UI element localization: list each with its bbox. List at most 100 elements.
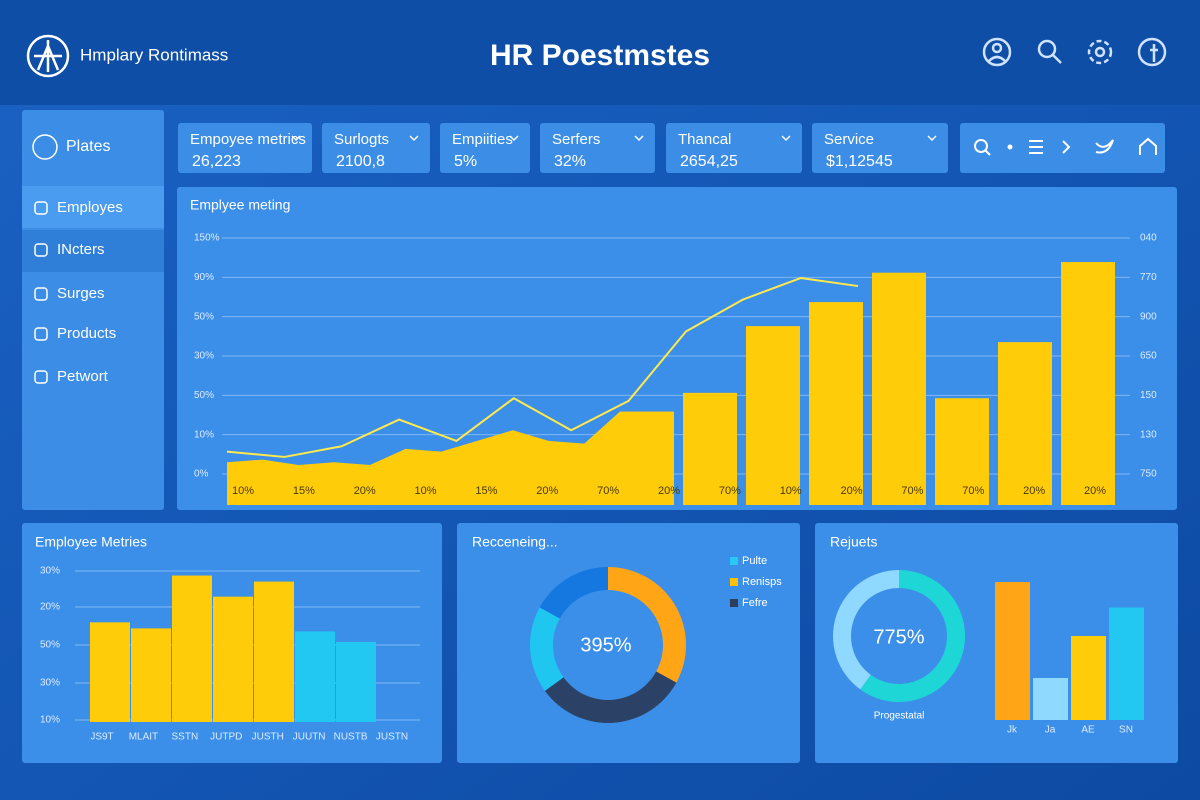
y2-axis-label: 770	[1140, 272, 1157, 283]
y-axis-label: 90%	[194, 272, 214, 283]
x-axis-label: Jk	[1007, 725, 1018, 736]
kpi-label: Empoyee metrics	[190, 131, 306, 148]
bar	[620, 411, 674, 505]
bar	[995, 582, 1030, 720]
nav-item[interactable]: Petwort	[34, 368, 109, 385]
x-axis-label: JUTPD	[210, 732, 242, 743]
toolbar-share[interactable]	[1095, 139, 1114, 154]
nav-item[interactable]: Products	[34, 325, 116, 342]
kpi-card[interactable]: Surlogts 2100,8	[322, 123, 430, 173]
dropdown-arrow	[927, 135, 937, 142]
nav-icon	[32, 134, 58, 160]
kpi-label: Serfers	[552, 131, 600, 148]
nav-highlight	[22, 186, 164, 228]
user-icon[interactable]	[982, 37, 1012, 67]
nav-label: Surges	[57, 285, 105, 302]
bar	[872, 272, 926, 505]
nav-icon	[34, 370, 48, 384]
data-label: 10%	[415, 485, 437, 497]
data-label: 10%	[780, 485, 802, 497]
kpi-card[interactable]: Empoyee metrics 26,223	[178, 123, 312, 173]
data-label: 15%	[293, 485, 315, 497]
kpi-card[interactable]: Thancal 2654,25	[666, 123, 802, 173]
kpi-box	[440, 123, 530, 173]
nav-item[interactable]: Plates	[32, 134, 110, 160]
nav-item[interactable]: INcters	[34, 241, 105, 258]
kpi-box	[178, 123, 312, 173]
chart-title: Emplyee meting	[190, 197, 290, 213]
data-label: 20%	[1023, 485, 1045, 497]
data-label: 70%	[962, 485, 984, 497]
x-axis-label: NUSTB	[334, 732, 368, 743]
y2-axis-label: 040	[1140, 233, 1157, 244]
kpi-box	[540, 123, 655, 173]
kpi-box	[666, 123, 802, 173]
x-axis-label: JS9T	[90, 732, 113, 743]
nav-label: INcters	[57, 241, 105, 258]
bar	[172, 575, 212, 722]
bar	[131, 628, 171, 722]
y2-axis-label: 650	[1140, 351, 1157, 362]
y-axis-label: 30%	[194, 351, 214, 362]
donut-center-label: 395%	[580, 634, 631, 656]
donut-segment	[530, 607, 564, 691]
kpi-box	[812, 123, 948, 173]
area	[227, 411, 620, 505]
donut-center-label: 775%	[873, 626, 924, 648]
y-axis-label: 10%	[40, 715, 60, 726]
bar	[295, 631, 335, 722]
toolbar-search[interactable]	[974, 139, 991, 156]
profile-icon[interactable]	[1137, 37, 1167, 67]
kpi-value: 5%	[454, 153, 477, 170]
kpi-label: Service	[824, 131, 874, 148]
legend-swatch	[730, 557, 738, 565]
y-axis-label: 20%	[40, 602, 60, 613]
kpi-card[interactable]: Service $1,12545	[812, 123, 948, 173]
page-title: HR Poestmstes	[490, 39, 710, 72]
kpi-card[interactable]: Serfers 32%	[540, 123, 655, 173]
data-label: 20%	[841, 485, 863, 497]
chart-title: Recceneing...	[472, 534, 558, 550]
bar	[213, 596, 253, 722]
data-label: 70%	[719, 485, 741, 497]
y-axis-label: 30%	[40, 566, 60, 577]
nav-item[interactable]: Surges	[34, 285, 105, 302]
kpi-value: 2654,25	[680, 153, 738, 170]
y-axis-label: 30%	[40, 678, 60, 689]
dropdown-arrow	[781, 135, 791, 142]
x-axis-label: JUSTN	[376, 732, 408, 743]
kpi-label: Empiities	[452, 131, 513, 148]
y-axis-label: 0%	[194, 469, 209, 480]
nav-item[interactable]: Employes	[34, 199, 123, 216]
brand: Hmplary Rontimass	[80, 45, 228, 64]
toolbar-next[interactable]	[1062, 140, 1071, 154]
data-label: 20%	[1084, 485, 1106, 497]
settings-icon[interactable]	[1087, 39, 1113, 65]
y-axis-label: 150%	[194, 233, 220, 244]
logo	[26, 34, 70, 78]
panel-middle	[457, 523, 800, 763]
y2-axis-label: 750	[1140, 469, 1157, 480]
nav-label: Plates	[66, 138, 110, 155]
data-label: 20%	[536, 485, 558, 497]
sidebar	[22, 110, 164, 510]
toolbar-dot[interactable]	[1007, 144, 1013, 150]
bar	[254, 581, 294, 722]
data-label: 20%	[354, 485, 376, 497]
toolbar-home[interactable]	[1139, 137, 1157, 155]
donut-caption: Progestatal	[874, 711, 925, 722]
kpi-card[interactable]: Empiities 5%	[440, 123, 530, 173]
x-axis-label: JUSTH	[252, 732, 284, 743]
kpi-value: $1,12545	[826, 153, 893, 170]
x-axis-label: JUUTN	[293, 732, 326, 743]
data-label: 70%	[597, 485, 619, 497]
toolbar-list[interactable]	[1029, 140, 1043, 154]
nav-icon	[34, 243, 48, 257]
search-icon[interactable]	[1037, 39, 1062, 64]
bar	[809, 302, 863, 505]
bar	[998, 342, 1052, 505]
donut-segment	[833, 570, 899, 690]
y2-axis-label: 130	[1140, 429, 1157, 440]
